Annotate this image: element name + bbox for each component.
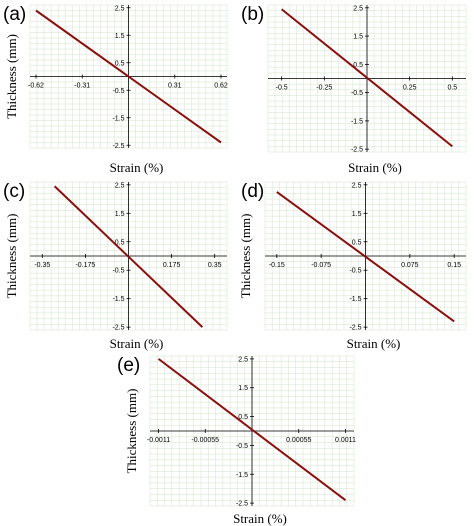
x-tick-label: 0.31 — [168, 83, 182, 90]
x-axis-title: Strain (%) — [110, 336, 164, 351]
x-axis-title: Strain (%) — [347, 336, 401, 351]
y-tick-label: 2.5 — [115, 5, 125, 12]
x-tick-label: 0.075 — [401, 262, 419, 269]
y-tick-label: 1.5 — [352, 211, 362, 218]
x-tick-label: 0.35 — [208, 262, 222, 269]
x-tick-label: 0.00055 — [286, 437, 311, 444]
y-tick-label: -1.5 — [236, 472, 248, 479]
y-tick-label: 0.5 — [353, 62, 363, 69]
x-tick-label: -0.5 — [276, 85, 288, 92]
y-tick-label: -2.5 — [351, 147, 363, 154]
y-tick-label: 1.5 — [115, 211, 125, 218]
x-tick-label: -0.075 — [311, 262, 331, 269]
y-tick-label: 1.5 — [353, 34, 363, 41]
x-axis-title: Strain (%) — [110, 160, 164, 175]
y-tick-label: 2.5 — [353, 5, 363, 12]
y-axis-title: Thickness (mm) — [4, 214, 19, 299]
x-tick-label: -0.15 — [269, 262, 285, 269]
y-axis-title: Thickness (mm) — [238, 214, 253, 299]
y-tick-label: -2.5 — [112, 143, 124, 150]
chart-panel-2: -0.5 -0.25 0.25 0.5 2.5 1.5 0.5 -0.5 -1.5 -2.5 (b)… — [241, 4, 467, 175]
y-tick-label: 0.5 — [238, 414, 248, 421]
chart-panel-4: -0.15 -0.075 0.075 0.15 2.5 1.5 0.5 -0.5 -1.5 -2.… — [238, 181, 467, 351]
y-tick-label: 1.5 — [115, 33, 125, 40]
x-tick-label: -0.35 — [34, 262, 50, 269]
x-tick-label: -0.31 — [74, 83, 90, 90]
panel-label: (a) — [3, 4, 26, 25]
series-line — [53, 185, 204, 328]
y-tick-label: 0.5 — [115, 60, 125, 67]
y-tick-label: -0.5 — [349, 268, 361, 275]
x-axis-title: Strain (%) — [348, 160, 402, 175]
y-tick-label: 0.5 — [352, 239, 362, 246]
y-tick-label: -2.5 — [236, 501, 248, 508]
x-tick-label: 0.15 — [447, 262, 461, 269]
y-tick-label: 2.5 — [352, 182, 362, 189]
series-line — [157, 358, 347, 502]
y-tick-label: -1.5 — [351, 118, 363, 125]
x-tick-label: 0.25 — [403, 85, 417, 92]
x-tick-label: 0.5 — [447, 85, 457, 92]
chart-panel-3: -0.35 -0.175 0.175 0.35 2.5 1.5 0.5 -0.5 -1.5 -2.… — [3, 181, 228, 351]
x-tick-label: 0.175 — [163, 262, 181, 269]
panel-label: (d) — [241, 181, 264, 202]
panel-label: (e) — [117, 355, 140, 376]
y-tick-label: 2.5 — [115, 182, 125, 189]
y-tick-label: -0.5 — [112, 268, 124, 275]
y-tick-label: -2.5 — [349, 325, 361, 332]
y-tick-label: -2.5 — [112, 325, 124, 332]
x-tick-label: 0.62 — [214, 83, 228, 90]
y-tick-label: 2.5 — [238, 356, 248, 363]
x-tick-label: -0.175 — [75, 262, 95, 269]
x-axis-title: Strain (%) — [233, 511, 287, 526]
y-tick-label: -1.5 — [349, 296, 361, 303]
chart-panel-5: -0.0011 -0.00055 0.00055 0.0011 2.5 1.5 0.5 -0.… — [117, 355, 356, 526]
x-tick-label: -0.0011 — [147, 437, 170, 444]
y-tick-label: -0.5 — [112, 88, 124, 95]
y-tick-label: -0.5 — [351, 90, 363, 97]
panel-label: (c) — [3, 181, 25, 202]
series-line — [281, 8, 453, 148]
panel-label: (b) — [241, 4, 264, 25]
x-tick-label: 0.0011 — [335, 437, 356, 444]
y-tick-label: -1.5 — [112, 115, 124, 122]
series-line — [35, 9, 222, 144]
y-tick-label: -1.5 — [112, 296, 124, 303]
x-tick-label: -0.00055 — [191, 437, 219, 444]
y-axis-title: Thickness (mm) — [4, 34, 19, 119]
x-tick-label: -0.62 — [28, 83, 44, 90]
y-tick-label: 1.5 — [238, 385, 248, 392]
series-line — [276, 191, 455, 323]
x-tick-label: -0.25 — [316, 85, 332, 92]
y-tick-label: -0.5 — [236, 443, 248, 450]
y-axis-title: Thickness (mm) — [124, 389, 139, 474]
y-tick-label: 0.5 — [115, 239, 125, 246]
chart-panel-1: -0.62 -0.31 0.31 0.62 2.5 1.5 0.5 -0.5 -1.5 -2.5 (… — [3, 4, 228, 175]
